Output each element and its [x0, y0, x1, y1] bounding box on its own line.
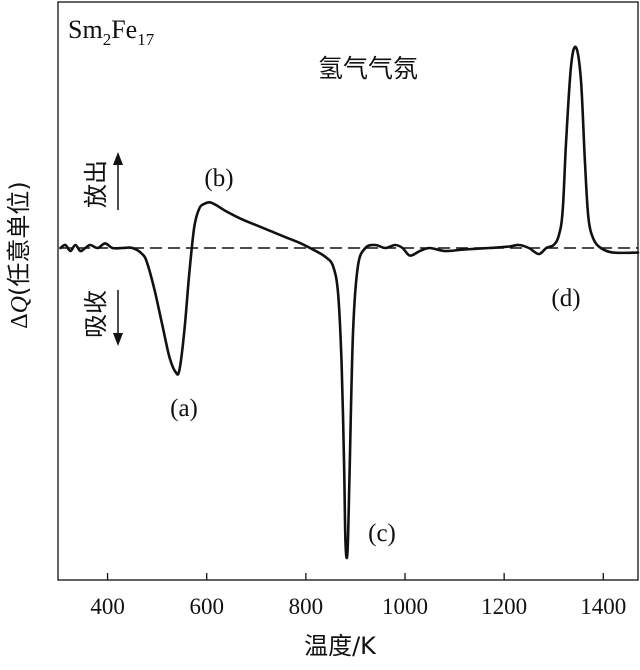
- up-arrow-icon: [113, 152, 123, 210]
- peak-label-d: (d): [551, 285, 580, 312]
- x-axis-label: 温度/K: [304, 632, 377, 660]
- peak-label-a: (a): [170, 395, 198, 422]
- label-exothermic: 放出: [82, 160, 110, 208]
- peak-label-b: (b): [204, 165, 233, 192]
- peak-label-c: (c): [368, 520, 396, 547]
- x-tick-label: 800: [289, 594, 324, 619]
- annotation-atmosphere: 氢气气氛: [318, 54, 418, 83]
- sample-label: Sm2Fe17: [68, 15, 155, 49]
- x-axis-tick-labels: 400 600 800 1000 1200 1400: [90, 594, 626, 619]
- x-tick-label: 1200: [481, 594, 527, 619]
- x-tick-label: 1400: [580, 594, 626, 619]
- x-axis-ticks: [106, 573, 604, 580]
- down-arrow-icon: [113, 290, 123, 346]
- series-layer: [59, 45, 640, 560]
- plot-frame: [57, 1, 639, 581]
- x-tick-label: 1000: [382, 594, 428, 619]
- x-tick-label: 400: [90, 594, 125, 619]
- y-axis-label: ΔQ(任意单位): [5, 181, 33, 329]
- dsc-curve-line: [59, 45, 640, 560]
- label-endothermic: 吸收: [82, 290, 110, 338]
- x-tick-label: 600: [189, 594, 224, 619]
